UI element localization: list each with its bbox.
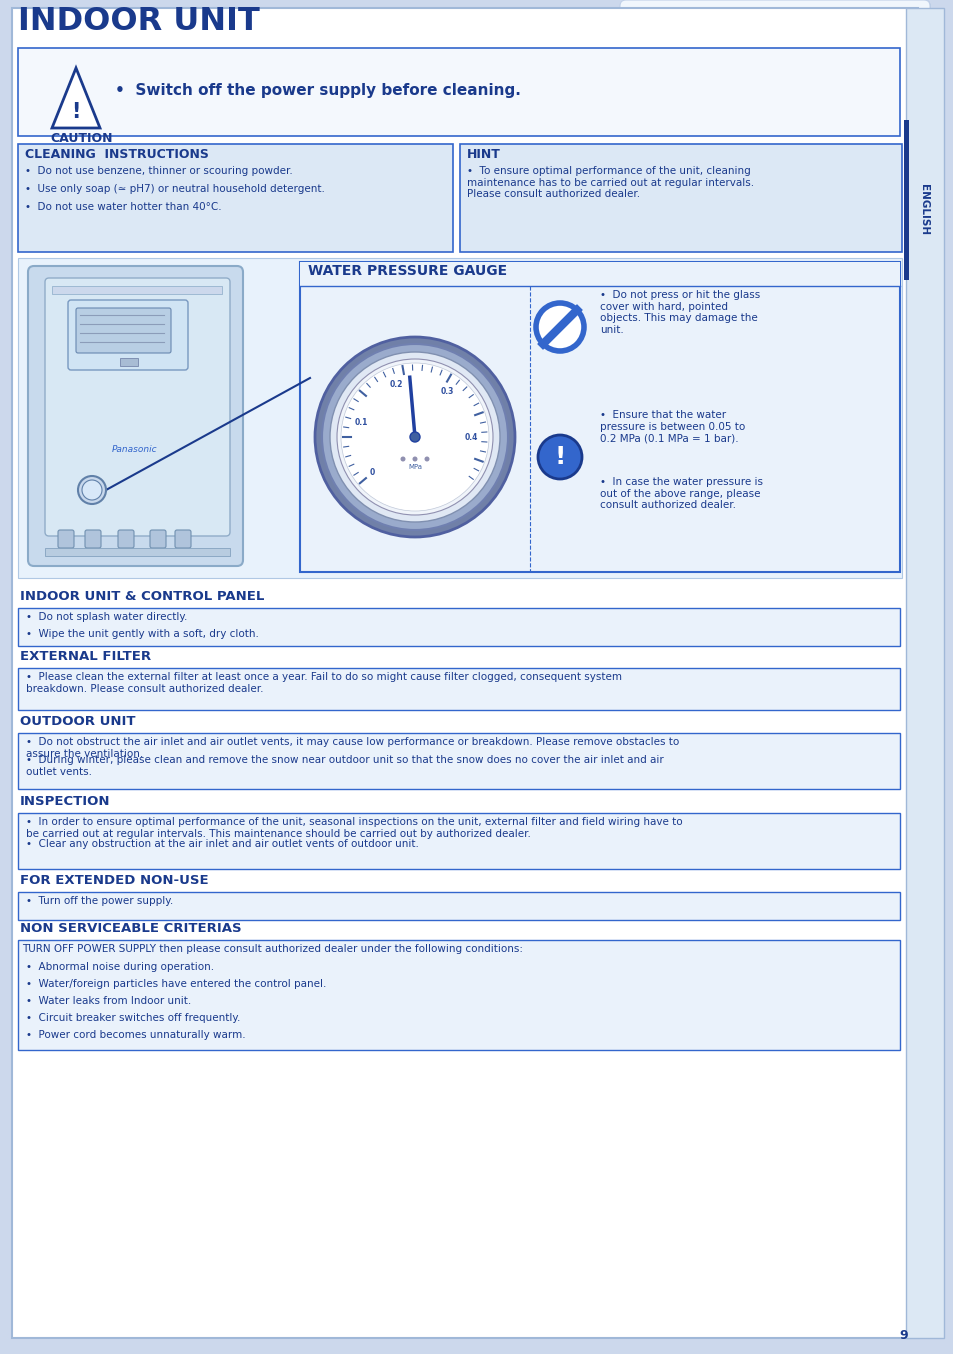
Text: •  Circuit breaker switches off frequently.: • Circuit breaker switches off frequentl… (26, 1013, 240, 1024)
Text: FOR EXTENDED NON-USE: FOR EXTENDED NON-USE (20, 873, 209, 887)
Text: •  Ensure that the water
pressure is between 0.05 to
0.2 MPa (0.1 MPa = 1 bar).: • Ensure that the water pressure is betw… (599, 410, 744, 443)
FancyBboxPatch shape (45, 278, 230, 536)
Text: •  Use only soap (≃ pH7) or neutral household detergent.: • Use only soap (≃ pH7) or neutral house… (25, 184, 325, 194)
Bar (45, 548, 230, 556)
Text: 9: 9 (899, 1330, 907, 1342)
Bar (18, 144, 453, 252)
Text: •  During winter, please clean and remove the snow near outdoor unit so that the: • During winter, please clean and remove… (26, 756, 663, 777)
Bar (18, 733, 899, 789)
Text: ENGLISH: ENGLISH (918, 184, 928, 236)
Bar (905, 8, 943, 1338)
Text: •  Abnormal noise during operation.: • Abnormal noise during operation. (26, 961, 213, 972)
Text: •  To ensure optimal performance of the unit, cleaning
maintenance has to be car: • To ensure optimal performance of the u… (467, 167, 753, 199)
Text: •  Clear any obstruction at the air inlet and air outlet vents of outdoor unit.: • Clear any obstruction at the air inlet… (26, 839, 418, 849)
Bar (903, 121, 908, 280)
Text: EXTERNAL FILTER: EXTERNAL FILTER (20, 650, 151, 663)
Circle shape (314, 337, 515, 538)
Text: •  Do not obstruct the air inlet and air outlet vents, it may cause low performa: • Do not obstruct the air inlet and air … (26, 737, 679, 758)
Text: !: ! (71, 102, 81, 122)
Circle shape (78, 477, 106, 504)
Text: •  Do not press or hit the glass
cover with hard, pointed
objects. This may dama: • Do not press or hit the glass cover wi… (599, 290, 760, 334)
Bar (18, 892, 899, 919)
Bar (18, 940, 899, 1049)
Circle shape (536, 303, 583, 351)
FancyBboxPatch shape (58, 529, 74, 548)
Circle shape (336, 359, 493, 515)
FancyBboxPatch shape (619, 0, 929, 24)
Text: WATER PRESSURE GAUGE: WATER PRESSURE GAUGE (308, 264, 507, 278)
Text: CAUTION: CAUTION (50, 131, 112, 145)
Circle shape (537, 435, 581, 479)
Text: •  Do not splash water directly.: • Do not splash water directly. (26, 612, 187, 621)
Circle shape (82, 481, 102, 500)
Text: •  Wipe the unit gently with a soft, dry cloth.: • Wipe the unit gently with a soft, dry … (26, 630, 258, 639)
Bar (18, 668, 899, 709)
Text: NON SERVICEABLE CRITERIAS: NON SERVICEABLE CRITERIAS (20, 922, 241, 936)
FancyBboxPatch shape (659, 0, 929, 41)
Text: TURN OFF POWER SUPPLY then please consult authorized dealer under the following : TURN OFF POWER SUPPLY then please consul… (22, 944, 522, 955)
Text: !: ! (554, 445, 565, 468)
Text: INDOOR UNIT: INDOOR UNIT (18, 5, 259, 37)
Bar (299, 263, 899, 286)
FancyBboxPatch shape (68, 301, 188, 370)
Text: 0.3: 0.3 (440, 387, 454, 395)
Text: •  Power cord becomes unnaturally warm.: • Power cord becomes unnaturally warm. (26, 1030, 245, 1040)
FancyBboxPatch shape (28, 265, 243, 566)
Text: 0: 0 (369, 468, 375, 478)
Text: •  Water/foreign particles have entered the control panel.: • Water/foreign particles have entered t… (26, 979, 326, 988)
Bar (299, 263, 899, 571)
Text: •  Switch off the power supply before cleaning.: • Switch off the power supply before cle… (115, 83, 520, 97)
Text: •  In case the water pressure is
out of the above range, please
consult authoriz: • In case the water pressure is out of t… (599, 477, 762, 510)
Bar (18, 608, 899, 646)
Text: 0.2: 0.2 (389, 380, 402, 389)
Text: •  Do not use benzene, thinner or scouring powder.: • Do not use benzene, thinner or scourin… (25, 167, 293, 176)
Circle shape (410, 432, 419, 441)
Bar (18, 259, 901, 578)
FancyBboxPatch shape (85, 529, 101, 548)
FancyBboxPatch shape (174, 529, 191, 548)
Text: •  Please clean the external filter at least once a year. Fail to do so might ca: • Please clean the external filter at le… (26, 672, 621, 693)
Circle shape (340, 363, 489, 510)
Circle shape (412, 456, 417, 462)
Bar (120, 357, 138, 366)
Text: HINT: HINT (467, 148, 500, 161)
Text: MPa: MPa (408, 464, 421, 470)
FancyBboxPatch shape (639, 0, 929, 32)
Bar (18, 812, 899, 869)
Circle shape (424, 456, 429, 462)
FancyBboxPatch shape (150, 529, 166, 548)
Text: CLEANING  INSTRUCTIONS: CLEANING INSTRUCTIONS (25, 148, 209, 161)
Text: OUTDOOR UNIT: OUTDOOR UNIT (20, 715, 135, 728)
Text: •  Turn off the power supply.: • Turn off the power supply. (26, 896, 173, 906)
Text: 0.4: 0.4 (464, 432, 477, 441)
Text: •  Do not use water hotter than 40°C.: • Do not use water hotter than 40°C. (25, 202, 221, 213)
Bar (18, 47, 899, 135)
Circle shape (330, 352, 499, 523)
FancyBboxPatch shape (76, 307, 171, 353)
Bar (459, 144, 901, 252)
Circle shape (400, 456, 405, 462)
Text: INDOOR UNIT & CONTROL PANEL: INDOOR UNIT & CONTROL PANEL (20, 590, 264, 603)
Bar (52, 286, 222, 294)
Circle shape (322, 344, 507, 529)
Text: •  Water leaks from Indoor unit.: • Water leaks from Indoor unit. (26, 997, 191, 1006)
FancyBboxPatch shape (118, 529, 133, 548)
Text: INSPECTION: INSPECTION (20, 795, 111, 808)
Text: •  In order to ensure optimal performance of the unit, seasonal inspections on t: • In order to ensure optimal performance… (26, 816, 682, 838)
Polygon shape (52, 68, 100, 129)
Text: Panasonic: Panasonic (112, 445, 157, 455)
Text: 0.1: 0.1 (354, 418, 367, 427)
